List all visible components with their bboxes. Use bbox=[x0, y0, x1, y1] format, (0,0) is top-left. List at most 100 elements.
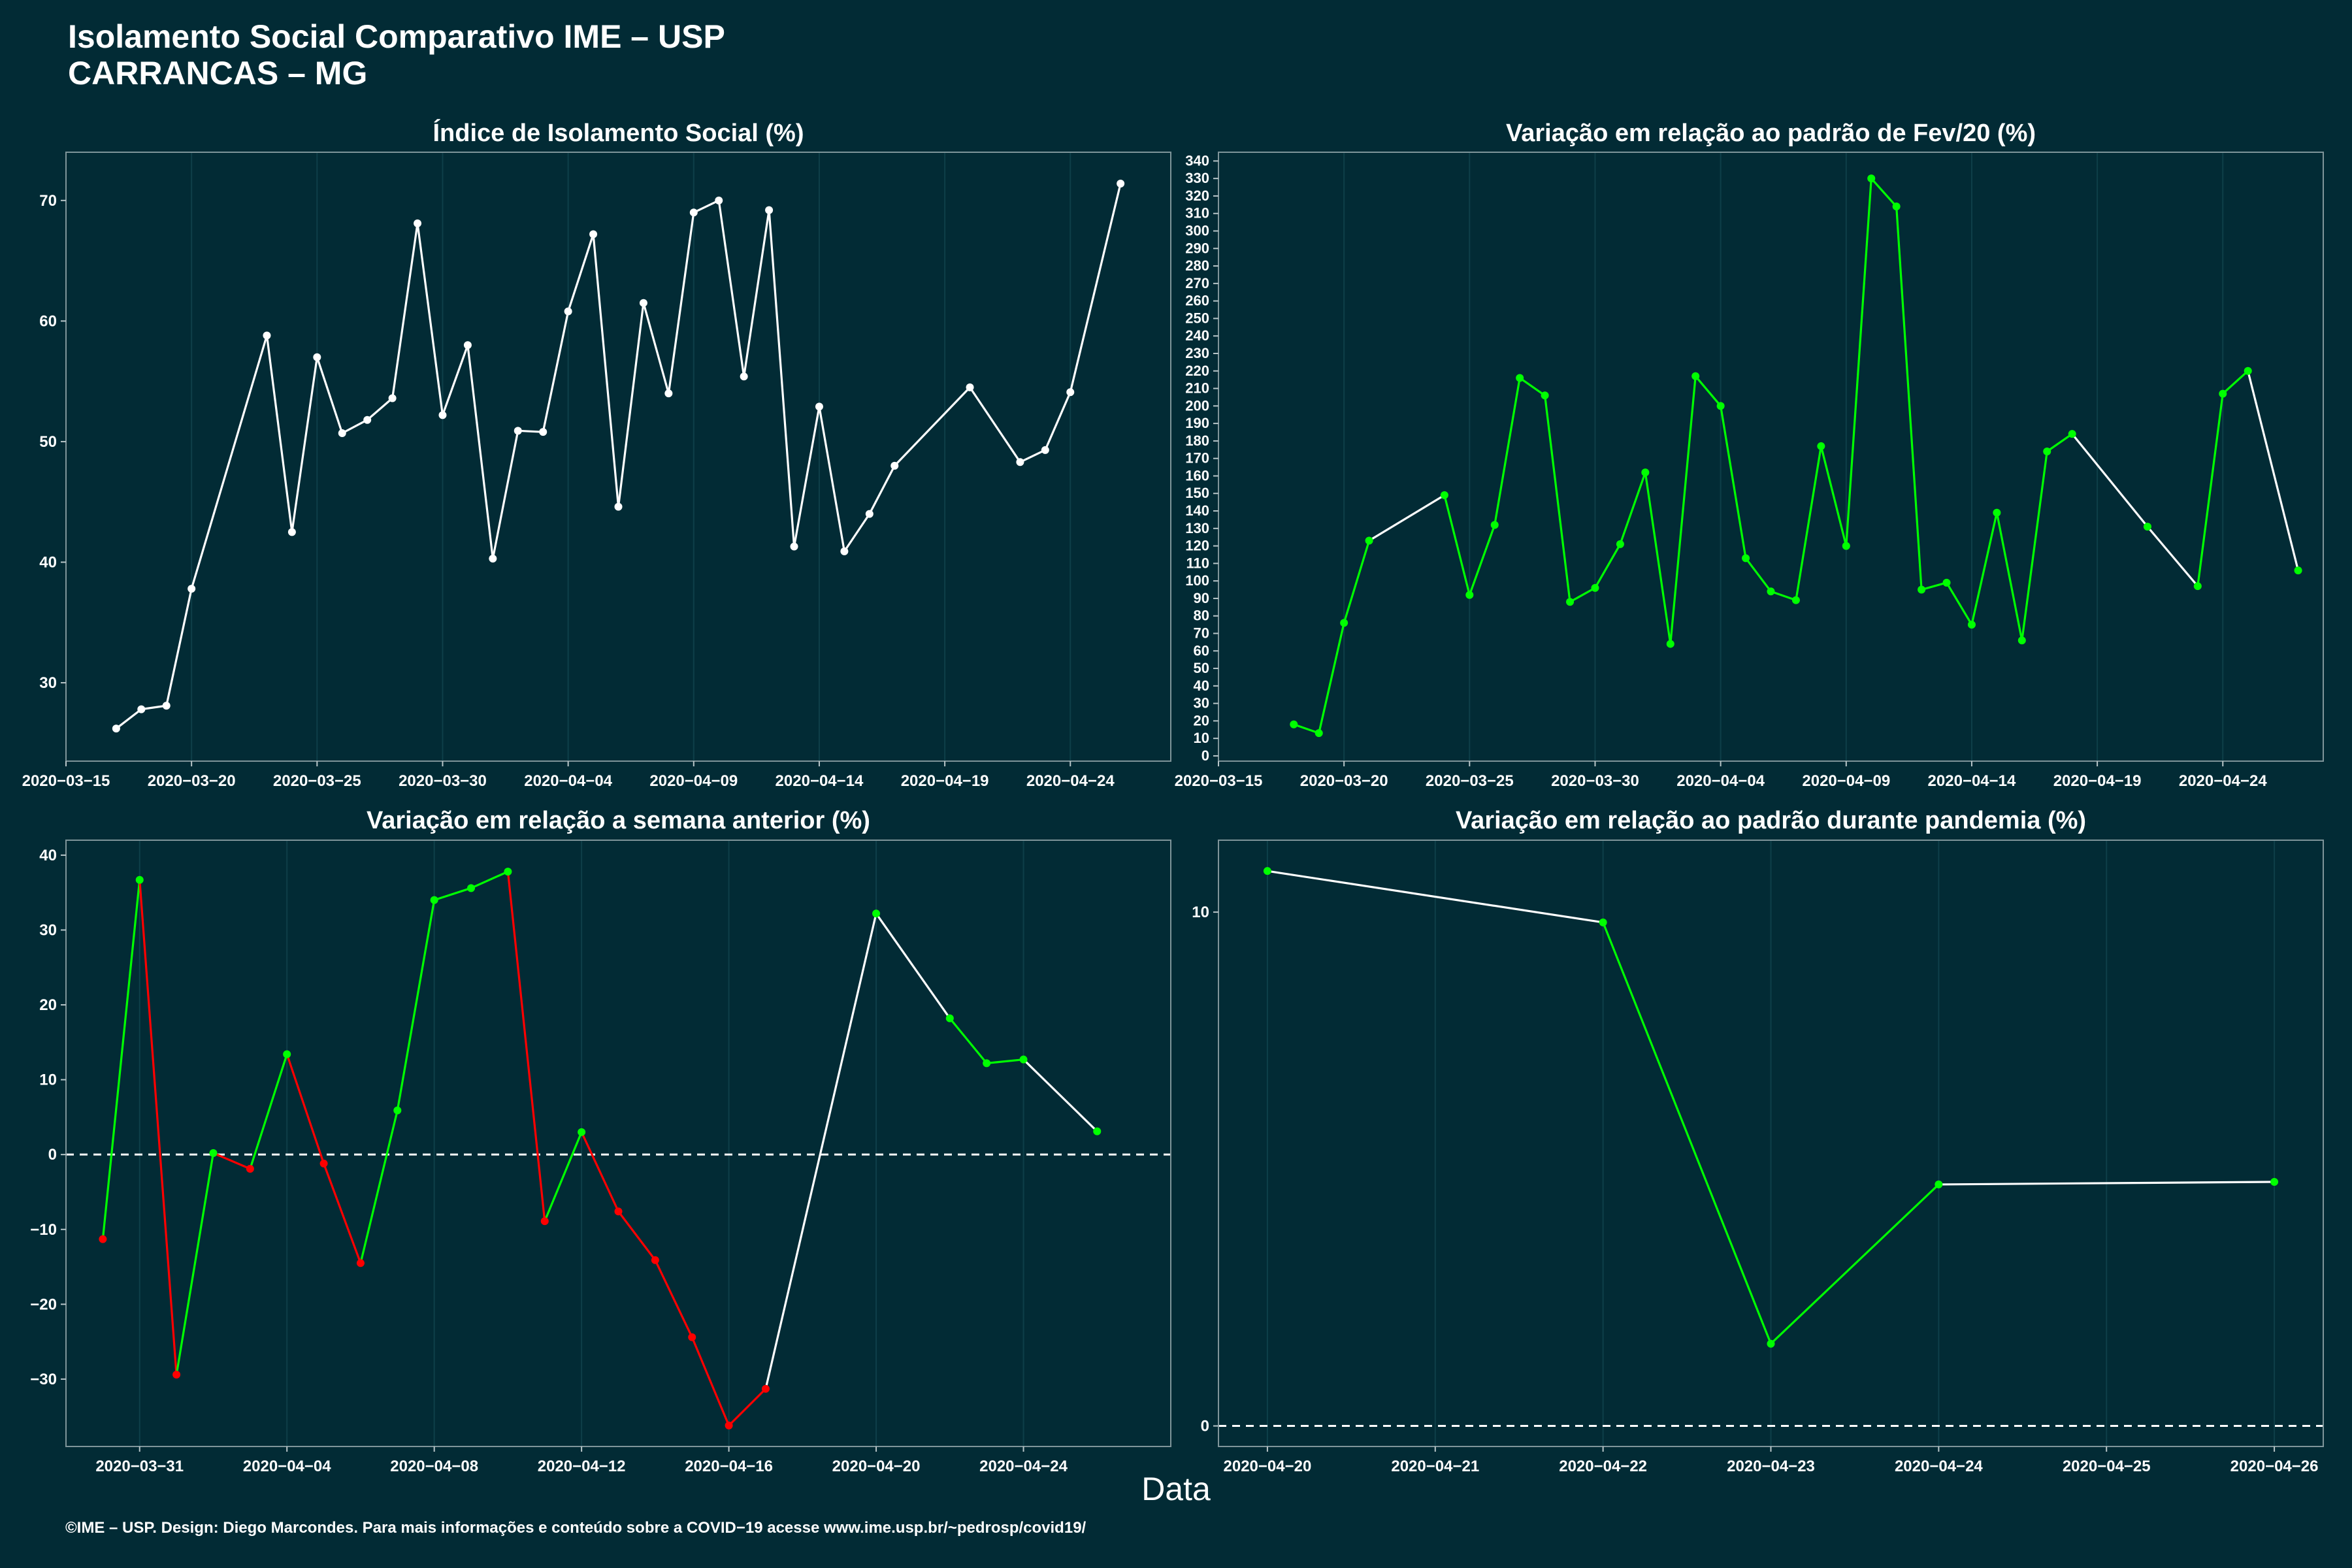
chart-panel-2: Variação em relação ao padrão de Fev/20 … bbox=[1175, 120, 2324, 790]
x-tick-label: 2020−04−19 bbox=[901, 772, 989, 790]
data-point bbox=[313, 353, 321, 361]
data-point bbox=[540, 1217, 549, 1226]
series-segment bbox=[1494, 378, 1521, 525]
series-segment bbox=[323, 1163, 362, 1264]
y-tick-label: 240 bbox=[1185, 327, 1209, 344]
data-point bbox=[639, 299, 647, 307]
series-segment bbox=[1744, 557, 1772, 593]
data-point bbox=[2270, 1177, 2279, 1186]
series-segment bbox=[506, 871, 546, 1222]
y-tick-label: 340 bbox=[1185, 152, 1209, 169]
series-segment bbox=[544, 1132, 583, 1222]
series-segment bbox=[1970, 512, 1998, 625]
x-tick-label: 2020−04−16 bbox=[685, 1458, 773, 1475]
data-point bbox=[765, 206, 774, 214]
page-title: Isolamento Social Comparativo IME – USP … bbox=[68, 18, 725, 91]
data-point bbox=[2017, 636, 2026, 645]
series-segment bbox=[470, 870, 509, 889]
data-point bbox=[1340, 619, 1348, 627]
series-segment bbox=[1820, 446, 1848, 546]
series-segment bbox=[1519, 377, 1546, 397]
series-segment bbox=[2222, 370, 2249, 395]
y-tick-label: 0 bbox=[48, 1146, 57, 1164]
series-segment bbox=[894, 386, 971, 466]
x-tick-label: 2020−04−24 bbox=[979, 1458, 1068, 1475]
series-segment bbox=[1694, 375, 1722, 407]
series-segment bbox=[265, 335, 293, 532]
chart-title: Variação em relação a semana anterior (%… bbox=[367, 807, 870, 834]
data-point bbox=[1066, 388, 1075, 397]
series-segment bbox=[1644, 472, 1672, 644]
chart-panel-4: Variação em relação ao padrão durante pa… bbox=[1192, 807, 2324, 1475]
y-tick-label: 150 bbox=[1185, 485, 1209, 501]
data-point bbox=[688, 1333, 696, 1341]
data-point bbox=[438, 411, 447, 419]
series-segment bbox=[316, 357, 344, 434]
series-segment bbox=[391, 223, 419, 399]
x-tick-label: 2020−04−20 bbox=[1224, 1458, 1312, 1475]
series-segment bbox=[2071, 433, 2149, 528]
series-segment bbox=[1019, 449, 1046, 463]
x-tick-label: 2020−04−20 bbox=[832, 1458, 921, 1475]
data-point bbox=[2068, 430, 2076, 438]
data-point bbox=[1666, 640, 1674, 648]
x-tick-label: 2020−04−22 bbox=[1559, 1458, 1647, 1475]
data-point bbox=[1616, 540, 1624, 548]
data-point bbox=[1016, 458, 1024, 466]
data-point bbox=[1041, 446, 1049, 454]
y-tick-label: 30 bbox=[39, 921, 57, 939]
series-segment bbox=[768, 210, 796, 547]
y-tick-label: 10 bbox=[39, 1071, 57, 1089]
x-tick-label: 2020−04−12 bbox=[538, 1458, 626, 1475]
y-tick-label: 310 bbox=[1185, 205, 1209, 221]
data-point bbox=[983, 1059, 991, 1068]
y-tick-label: 50 bbox=[1194, 660, 1209, 676]
data-point bbox=[363, 416, 372, 424]
chart-panel-3: Variação em relação a semana anterior (%… bbox=[30, 807, 1171, 1475]
x-tick-label: 2020−04−14 bbox=[776, 772, 864, 790]
y-tick-label: 170 bbox=[1185, 450, 1209, 466]
data-point bbox=[467, 884, 476, 892]
series-segment bbox=[1594, 544, 1622, 589]
y-tick-label: 280 bbox=[1185, 257, 1209, 274]
data-point bbox=[872, 909, 881, 918]
plot-frame bbox=[65, 840, 1171, 1447]
data-point bbox=[1691, 372, 1700, 380]
y-tick-label: 10 bbox=[1194, 730, 1209, 746]
data-point bbox=[514, 427, 522, 435]
chart-title: Variação em relação ao padrão de Fev/20 … bbox=[1506, 120, 2036, 147]
data-point bbox=[539, 428, 547, 436]
y-tick-label: 0 bbox=[1201, 1418, 1209, 1435]
data-point bbox=[287, 528, 296, 536]
y-tick-label: 0 bbox=[1201, 747, 1209, 764]
series-segment bbox=[1318, 623, 1345, 734]
series-segment bbox=[875, 913, 951, 1019]
y-tick-label: 110 bbox=[1186, 555, 1210, 571]
chart-title: Variação em relação ao padrão durante pa… bbox=[1456, 807, 2086, 834]
data-point bbox=[356, 1259, 365, 1267]
data-point bbox=[614, 1207, 623, 1216]
data-point bbox=[1892, 203, 1901, 211]
data-point bbox=[1490, 521, 1499, 529]
data-point bbox=[651, 1256, 659, 1264]
x-tick-label: 2020−04−19 bbox=[2053, 772, 2142, 790]
data-point bbox=[319, 1159, 328, 1168]
data-point bbox=[945, 1014, 954, 1022]
data-point bbox=[865, 510, 874, 518]
data-point bbox=[1290, 720, 1298, 728]
series-segment bbox=[969, 386, 1021, 463]
data-point bbox=[2143, 523, 2151, 531]
data-point bbox=[761, 1384, 770, 1393]
series-segment bbox=[1870, 178, 1897, 208]
data-point bbox=[1641, 468, 1650, 477]
data-point bbox=[715, 196, 723, 204]
data-point bbox=[209, 1149, 218, 1157]
x-tick-label: 2020−04−24 bbox=[2179, 772, 2267, 790]
data-point bbox=[1591, 583, 1599, 592]
y-tick-label: 20 bbox=[39, 996, 57, 1014]
series-segment bbox=[1946, 582, 1973, 625]
data-point bbox=[172, 1371, 181, 1379]
series-segment bbox=[359, 1110, 399, 1264]
data-point bbox=[388, 394, 397, 402]
data-point bbox=[135, 875, 144, 884]
